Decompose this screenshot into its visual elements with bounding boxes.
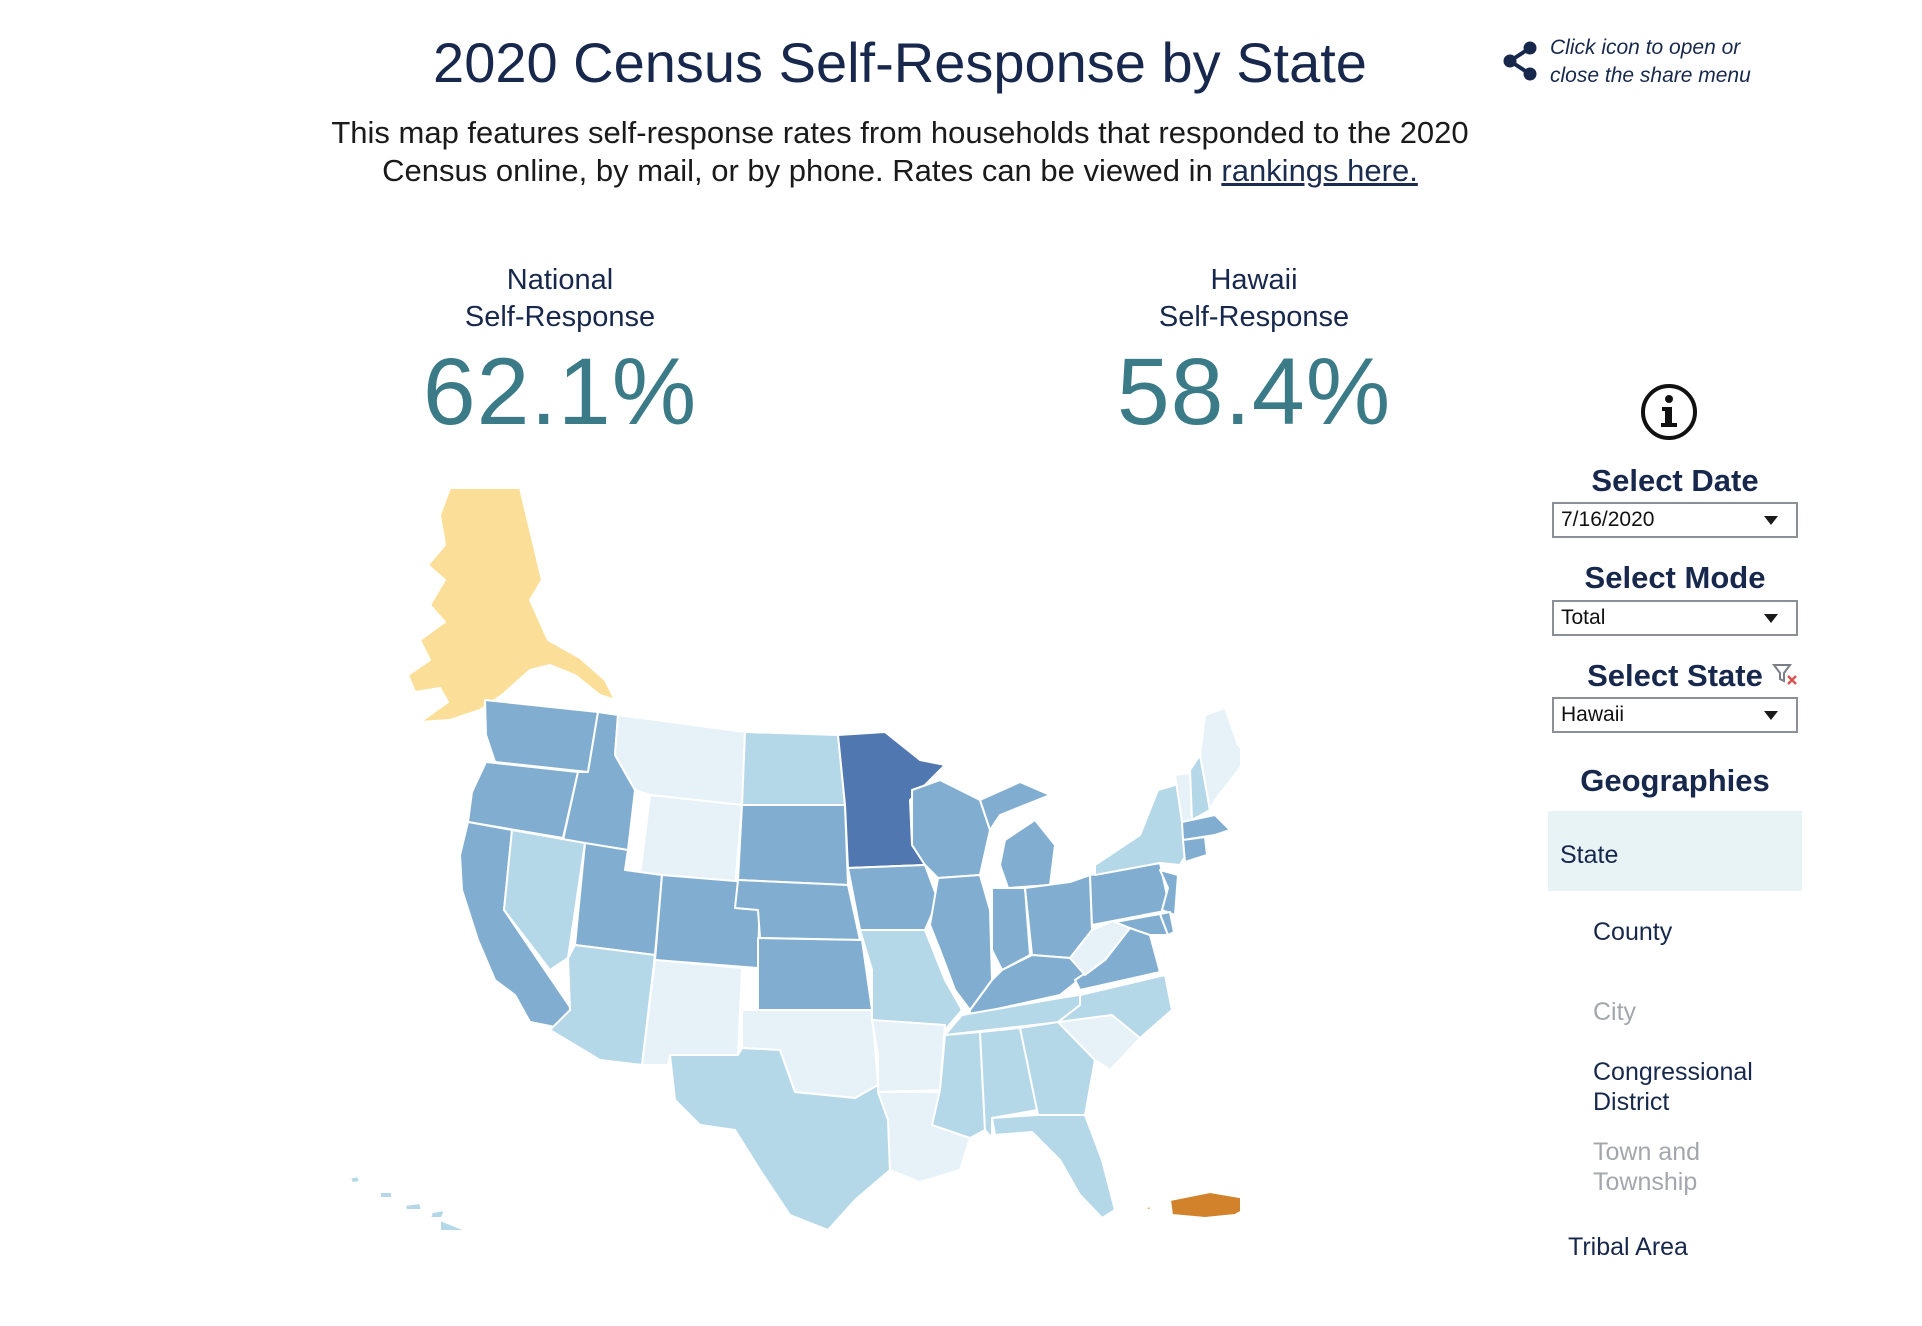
state-dropdown-value: Hawaii	[1561, 703, 1625, 726]
region-north-carolina[interactable]	[1057, 974, 1173, 1039]
geo-selected-highlight	[1548, 811, 1802, 891]
page-subtitle: This map features self-response rates fr…	[290, 114, 1510, 190]
geo-item-tribal-area[interactable]: Tribal Area	[1568, 1233, 1688, 1261]
region-indiana[interactable]	[991, 887, 1031, 971]
select-date-label: Select Date	[1591, 463, 1759, 498]
geo-item-county[interactable]: County	[1593, 918, 1673, 946]
national-label-2: Self-Response	[464, 301, 656, 333]
state-label-2: Self-Response	[1158, 301, 1350, 333]
region-puerto-rico[interactable]	[1144, 1191, 1240, 1219]
mode-dropdown[interactable]: Total	[1552, 600, 1798, 636]
region-south-dakota[interactable]	[737, 804, 849, 886]
region-georgia[interactable]	[1019, 1021, 1096, 1116]
region-maine[interactable]	[1199, 707, 1240, 811]
geo-item-state[interactable]: State	[1560, 841, 1619, 869]
region-connecticut[interactable]	[1182, 836, 1208, 863]
share-control[interactable]: Click icon to open or close the share me…	[1500, 34, 1770, 90]
share-hint: Click icon to open or close the share me…	[1550, 36, 1751, 87]
region-hawaii[interactable]	[349, 1175, 466, 1230]
region-delaware[interactable]	[1159, 911, 1175, 936]
region-kansas[interactable]	[757, 937, 873, 1011]
select-state-label: Select State	[1587, 658, 1763, 693]
region-florida[interactable]	[991, 1114, 1116, 1219]
state-stat: Hawaii Self-Response 58.4%	[1024, 262, 1484, 447]
subtitle-text: This map features self-response rates fr…	[331, 115, 1469, 188]
clear-filter-icon[interactable]	[1772, 662, 1798, 686]
chevron-down-icon	[1764, 614, 1778, 623]
state-label-1: Hawaii	[1210, 264, 1298, 296]
chevron-down-icon	[1764, 516, 1778, 525]
national-value: 62.1%	[422, 339, 698, 445]
region-north-dakota[interactable]	[741, 731, 846, 806]
region-missouri[interactable]	[859, 929, 963, 1031]
share-icon[interactable]	[1500, 40, 1542, 82]
rankings-link[interactable]: rankings here.	[1221, 153, 1418, 188]
region-washington[interactable]	[484, 699, 599, 773]
mode-dropdown-value: Total	[1561, 606, 1606, 629]
region-nevada[interactable]	[503, 829, 586, 971]
geo-item-congressional-district[interactable]: Congressional District	[1593, 1058, 1753, 1116]
chevron-down-icon	[1764, 711, 1778, 720]
geo-item-city: City	[1593, 998, 1637, 1026]
date-dropdown-value: 7/16/2020	[1561, 508, 1655, 531]
region-maryland[interactable]	[1114, 913, 1169, 936]
date-dropdown[interactable]: 7/16/2020	[1552, 502, 1798, 538]
info-icon[interactable]	[1640, 383, 1698, 441]
region-texas[interactable]	[669, 1047, 891, 1230]
geo-item-town-and-township: Town and Township	[1593, 1138, 1701, 1196]
national-stat: National Self-Response 62.1%	[330, 262, 790, 447]
region-wisconsin[interactable]	[911, 779, 991, 879]
region-massachusetts[interactable]	[1181, 814, 1231, 841]
national-label-1: National	[506, 264, 614, 296]
region-arkansas[interactable]	[871, 1019, 946, 1093]
select-mode-label: Select Mode	[1584, 560, 1766, 595]
state-value: 58.4%	[1116, 339, 1392, 445]
geographies-heading: Geographies	[1580, 763, 1770, 798]
region-alaska[interactable]	[407, 487, 616, 723]
choropleth-map	[349, 487, 1240, 1230]
region-iowa[interactable]	[847, 864, 939, 931]
page-title: 2020 Census Self-Response by State	[433, 31, 1367, 94]
region-michigan[interactable]	[979, 781, 1056, 889]
region-new-mexico[interactable]	[641, 959, 743, 1066]
state-dropdown[interactable]: Hawaii	[1552, 697, 1798, 733]
